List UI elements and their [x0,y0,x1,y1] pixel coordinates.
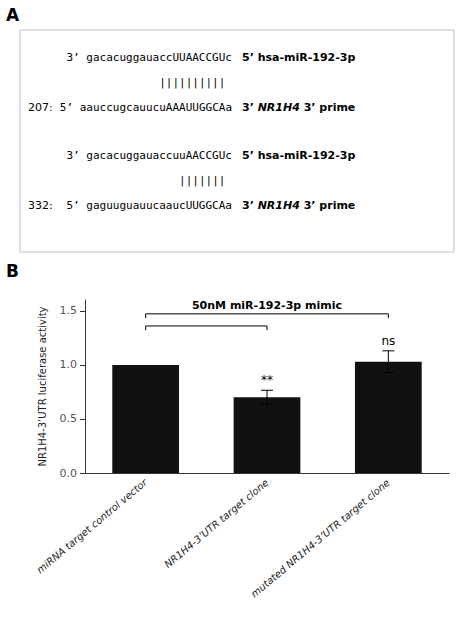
svg-text:5’ hsa-miR-192-3p: 5’ hsa-miR-192-3p [242,51,355,64]
svg-text:332:: 332: [28,199,53,212]
svg-text:**: ** [261,373,273,387]
svg-text:5’ hsa-miR-192-3p: 5’ hsa-miR-192-3p [242,149,355,162]
svg-text:3’: 3’ [242,101,258,114]
svg-text:NR1H4-3’UTR luciferase activit: NR1H4-3’UTR luciferase activity [37,306,48,466]
svg-text:3’ prime: 3’ prime [300,101,355,114]
svg-text:||||||||||: |||||||||| [159,76,225,89]
svg-text:5’ gaguuguauucaaucUUGGCAa: 5’ gaguuguauucaaucUUGGCAa [66,199,232,212]
svg-text:NR1H4: NR1H4 [258,199,300,212]
svg-text:0.0: 0.0 [60,467,78,480]
svg-text:3’ gacacuggauaccUUAACCGUc: 3’ gacacuggauaccUUAACCGUc [66,51,232,64]
svg-text:3’: 3’ [242,199,258,212]
svg-text:ns: ns [381,334,395,348]
svg-text:3’ gacacuggauaccuuAACCGUc: 3’ gacacuggauaccuuAACCGUc [66,149,232,162]
svg-text:3’ prime: 3’ prime [300,199,355,212]
svg-text:NR1H4-3’UTR target clone: NR1H4-3’UTR target clone [162,477,270,570]
svg-text:50nM miR-192-3p mimic: 50nM miR-192-3p mimic [192,299,342,312]
svg-text:|||||||: ||||||| [179,174,225,187]
svg-text:1.0: 1.0 [60,358,78,371]
svg-text:A: A [6,5,20,25]
svg-text:0.5: 0.5 [60,412,78,425]
svg-text:1.5: 1.5 [60,304,78,317]
svg-text:miRNA target control vector: miRNA target control vector [35,476,150,575]
svg-text:mutated NR1H4-3’UTR target clo: mutated NR1H4-3’UTR target clone [249,477,392,600]
svg-text:207:: 207: [28,101,53,114]
svg-text:5’ aauccugcauucuAAAUUGGCAa: 5’ aauccugcauucuAAAUUGGCAa [60,101,232,114]
svg-text:B: B [6,261,19,281]
svg-text:NR1H4: NR1H4 [258,101,300,114]
